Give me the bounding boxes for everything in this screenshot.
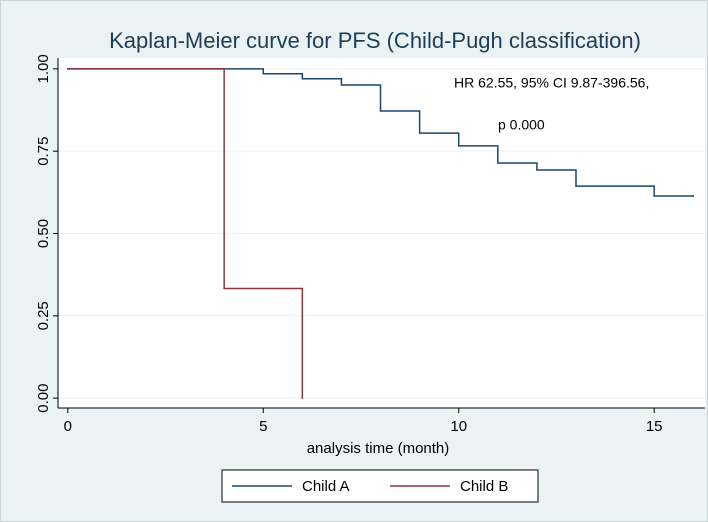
annotation: p 0.000 (498, 117, 545, 133)
x-tick-label: 0 (64, 418, 72, 435)
x-tick-label: 5 (259, 418, 267, 435)
x-tick-label: 10 (450, 418, 467, 435)
y-tick-label: 0.75 (35, 137, 52, 166)
y-tick-label: 0.00 (35, 384, 52, 413)
y-tick-label: 0.25 (35, 301, 52, 330)
x-axis-label: analysis time (month) (307, 440, 450, 457)
chart-title: Kaplan-Meier curve for PFS (Child-Pugh c… (109, 28, 641, 53)
annotation: HR 62.55, 95% CI 9.87-396.56, (454, 75, 649, 91)
legend-label: Child A (302, 478, 350, 495)
legend-label: Child B (460, 478, 508, 495)
y-tick-label: 0.50 (35, 219, 52, 248)
y-tick-label: 1.00 (35, 54, 52, 83)
x-tick-label: 15 (646, 418, 663, 435)
